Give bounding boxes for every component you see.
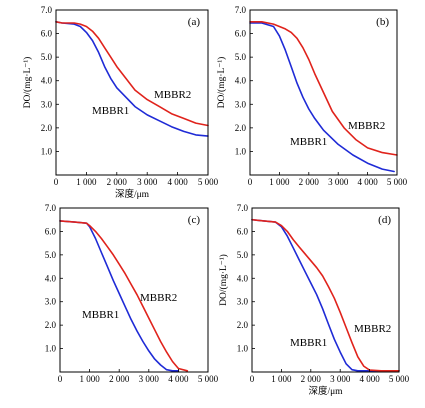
y-tick-label: 3.0	[41, 99, 53, 109]
y-tick-label: 6.0	[237, 226, 249, 236]
x-tick-label: 4 000	[168, 374, 189, 384]
x-tick-label: 5 000	[389, 374, 410, 384]
x-tick-label: 5 000	[198, 374, 219, 384]
x-tick-label: 2 000	[301, 374, 322, 384]
x-tick-label: 2 000	[107, 177, 128, 187]
y-tick-label: 1.0	[41, 146, 53, 156]
x-tick-label: 4 000	[167, 177, 188, 187]
y-tick-label: 4.0	[41, 76, 53, 86]
y-tick-label: 3.0	[235, 99, 247, 109]
x-tick-label: 0	[58, 374, 63, 384]
series-label-mbbr2: MBBR2	[154, 89, 191, 101]
y-tick-label: 7.0	[41, 5, 53, 15]
x-tick-label: 0	[248, 177, 253, 187]
y-tick-label: 5.0	[45, 250, 57, 260]
x-tick-label: 2 000	[299, 177, 320, 187]
x-tick-label: 3 000	[137, 177, 158, 187]
series-label-mbbr1: MBBR1	[82, 309, 119, 321]
y-tick-label: 5.0	[235, 52, 247, 62]
x-tick-label: 4 000	[357, 177, 378, 187]
plot-frame	[55, 9, 209, 176]
panel-label: (d)	[378, 214, 391, 226]
x-tick-label: 1 000	[76, 177, 97, 187]
y-tick-label: 6.0	[235, 29, 247, 39]
y-tick-label: 6.0	[45, 226, 57, 236]
series-label-mbbr2: MBBR2	[354, 323, 391, 335]
y-tick-label: 3.0	[45, 297, 57, 307]
x-tick-label: 1 000	[269, 177, 290, 187]
y-tick-label: 5.0	[237, 250, 249, 260]
series-line-mbbr2	[55, 20, 209, 127]
plot-frame	[59, 207, 209, 373]
y-tick-label: 1.0	[237, 344, 249, 354]
chart-panel-2: 0 1 000 2 000 3 000 4 000 5 000 1.0 2.0 3.0 4.0 5.…	[216, 5, 408, 187]
series-line-mbbr2	[59, 220, 189, 372]
panel-label: (a)	[188, 16, 201, 28]
x-tick-label: 1 000	[79, 374, 100, 384]
panel-label: (b)	[376, 16, 389, 28]
x-tick-label: 2 000	[109, 374, 130, 384]
y-tick-label: 4.0	[45, 273, 57, 283]
x-tick-label: 0	[250, 374, 255, 384]
x-tick-label: 3 000	[330, 374, 351, 384]
series-line-mbbr1	[249, 22, 395, 173]
series-label-mbbr1: MBBR1	[290, 337, 327, 349]
y-tick-label: 7.0	[45, 203, 57, 213]
y-tick-label: 2.0	[45, 320, 57, 330]
series-label-mbbr1: MBBR1	[290, 136, 327, 148]
y-tick-label: 7.0	[235, 5, 247, 15]
x-tick-label: 5 000	[198, 177, 219, 187]
y-tick-label: 1.0	[45, 344, 57, 354]
series-line-mbbr2	[249, 20, 398, 156]
y-tick-label: 2.0	[41, 123, 53, 133]
chart-panel-4: 0 1 000 2 000 3 000 4 000 5 000 1.0 2.0 3.0 4.0 5.…	[218, 203, 410, 397]
y-tick-label: 2.0	[235, 123, 247, 133]
y-tick-label: 4.0	[235, 76, 247, 86]
y-axis-title: DO/(mg·L⁻¹)	[216, 57, 227, 109]
series-line-mbbr2	[251, 218, 400, 372]
x-tick-label: 3 000	[139, 374, 160, 384]
x-axis-title: 深度/μm	[115, 188, 150, 200]
chart-panel-1: 0 1 000 2 000 3 000 4 000 5 000 1.0 2.0 3.0 4.0 5.…	[22, 5, 219, 200]
series-label-mbbr2: MBBR2	[140, 292, 177, 304]
x-tick-label: 1 000	[271, 374, 292, 384]
y-axis-title: DO/(mg·L⁻¹)	[218, 254, 229, 306]
plot-frame	[251, 207, 400, 373]
y-axis-title: DO/(mg·L⁻¹)	[22, 57, 33, 109]
y-tick-label: 5.0	[41, 52, 53, 62]
x-tick-label: 3 000	[328, 177, 349, 187]
x-axis-title: 深度/μm	[308, 385, 343, 397]
x-tick-label: 5 000	[387, 177, 408, 187]
panel-label: (c)	[188, 214, 201, 226]
y-tick-label: 4.0	[237, 273, 249, 283]
y-tick-label: 7.0	[237, 203, 249, 213]
chart-panel-3: 0 1 000 2 000 3 000 4 000 5 000 1.0 2.0 3.0 4.0 5.…	[45, 203, 219, 384]
x-tick-label: 4 000	[359, 374, 380, 384]
x-tick-label: 0	[54, 177, 59, 187]
y-tick-label: 1.0	[235, 146, 247, 156]
series-label-mbbr1: MBBR1	[92, 105, 129, 117]
y-tick-label: 3.0	[237, 297, 249, 307]
y-tick-label: 6.0	[41, 29, 53, 39]
plot-frame	[249, 9, 398, 176]
y-tick-label: 2.0	[237, 320, 249, 330]
series-label-mbbr2: MBBR2	[348, 120, 385, 132]
series-line-mbbr1	[55, 20, 209, 137]
